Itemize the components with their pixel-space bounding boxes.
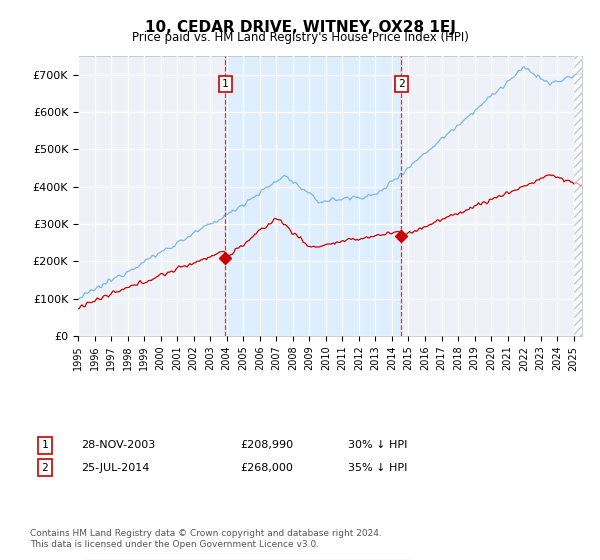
Text: 25-JUL-2014: 25-JUL-2014 <box>81 463 149 473</box>
Text: Contains HM Land Registry data © Crown copyright and database right 2024.
This d: Contains HM Land Registry data © Crown c… <box>30 529 382 549</box>
Text: 2: 2 <box>398 79 404 89</box>
Text: 10, CEDAR DRIVE, WITNEY, OX28 1EJ: 10, CEDAR DRIVE, WITNEY, OX28 1EJ <box>145 20 455 35</box>
Bar <box>574 56 582 336</box>
Text: 28-NOV-2003: 28-NOV-2003 <box>81 440 155 450</box>
Text: 30% ↓ HPI: 30% ↓ HPI <box>348 440 407 450</box>
Text: £268,000: £268,000 <box>240 463 293 473</box>
Text: Price paid vs. HM Land Registry's House Price Index (HPI): Price paid vs. HM Land Registry's House … <box>131 31 469 44</box>
Text: 1: 1 <box>222 79 229 89</box>
Text: 35% ↓ HPI: 35% ↓ HPI <box>348 463 407 473</box>
Text: 1: 1 <box>41 440 49 450</box>
Text: 2: 2 <box>41 463 49 473</box>
Text: £208,990: £208,990 <box>240 440 293 450</box>
Bar <box>226 56 401 336</box>
Bar <box>574 56 582 336</box>
